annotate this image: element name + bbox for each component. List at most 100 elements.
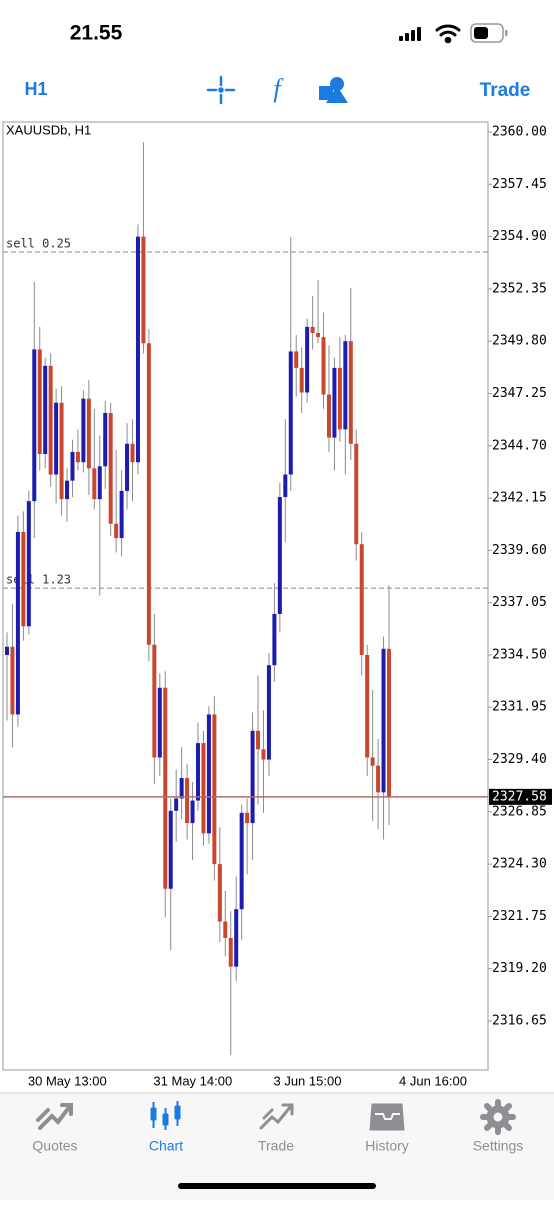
candle-body	[310, 326, 315, 334]
candle-body	[245, 812, 250, 824]
candle-body	[130, 443, 135, 463]
y-tick-label: 2324.30	[492, 857, 547, 872]
candle-body	[266, 665, 271, 760]
tab-labels: Quotes Chart Trade History Settings	[32, 1138, 523, 1154]
y-tick-label: 2352.35	[492, 281, 547, 296]
candle-body	[365, 654, 370, 758]
candle-body	[376, 765, 381, 793]
y-tick-label: 2334.50	[492, 647, 547, 662]
signal-icon	[399, 27, 421, 41]
tab-label[interactable]: Quotes	[32, 1138, 77, 1154]
candle-body	[250, 730, 255, 824]
quotes-icon[interactable]	[36, 1103, 73, 1130]
candle-body	[108, 412, 113, 524]
candle-body	[190, 800, 195, 824]
candle-body	[86, 398, 91, 469]
candle-body	[152, 644, 157, 758]
candle-body	[81, 398, 86, 463]
candle-body	[5, 646, 9, 655]
y-tick-label: 2316.65	[492, 1013, 547, 1028]
candle-body	[321, 337, 326, 395]
candle-body	[305, 326, 310, 393]
candle-body	[163, 687, 168, 889]
y-tick-label: 2342.15	[492, 491, 547, 506]
candle-body	[119, 490, 124, 539]
y-tick-label: 2347.25	[492, 386, 547, 401]
trade-button[interactable]: Trade	[480, 80, 531, 101]
candle-body	[54, 402, 59, 475]
candle-body	[381, 648, 386, 793]
y-tick-label: 2321.75	[492, 909, 547, 924]
y-tick-label: 2319.20	[492, 961, 547, 976]
candle-body	[92, 468, 97, 500]
timeframe-button[interactable]: H1	[24, 79, 47, 99]
settings-icon[interactable]	[480, 1099, 516, 1135]
x-tick-label: 4 Jun 16:00	[399, 1073, 467, 1088]
home-indicator	[178, 1183, 376, 1189]
candle-body	[97, 466, 102, 500]
indicators-button[interactable]: f	[273, 74, 284, 103]
candle-body	[201, 743, 206, 834]
candle-body	[316, 333, 321, 338]
crosshair-button[interactable]	[206, 75, 236, 105]
candle-body	[288, 351, 293, 475]
candle-body	[179, 777, 184, 799]
candle-body	[228, 937, 233, 967]
candle-body	[206, 714, 211, 834]
candle-body	[10, 646, 15, 715]
candle-body	[387, 648, 391, 797]
tab-label[interactable]: Trade	[258, 1138, 294, 1154]
candle-body	[141, 236, 146, 344]
candle-body	[21, 531, 26, 627]
candle-body	[146, 343, 151, 645]
candle-body	[135, 236, 140, 463]
candle-body	[217, 864, 222, 922]
y-tick-label: 2344.70	[492, 438, 547, 453]
y-tick-label: 2339.60	[492, 543, 547, 558]
candle-body	[114, 523, 119, 539]
plot: 2360.00 2357.45 2354.90 2352.35 2349.80 2347.…	[3, 125, 552, 1088]
tab-bar	[0, 1093, 554, 1200]
candle-body	[234, 909, 239, 967]
candle-body	[326, 394, 331, 438]
candle-body	[223, 921, 228, 938]
objects-button[interactable]	[319, 77, 348, 103]
y-tick-label: 2357.45	[492, 177, 547, 192]
candle-body	[65, 480, 70, 500]
candle-body	[354, 443, 359, 545]
candle-body	[294, 351, 299, 368]
candle-body	[103, 412, 108, 467]
candle-body	[348, 341, 353, 444]
status-time: 21.55	[70, 22, 123, 45]
y-tick-label: 2354.90	[492, 229, 547, 244]
last-price-label: 2327.58	[492, 789, 547, 804]
candle-body	[196, 743, 200, 801]
candle-body	[272, 613, 277, 666]
candle-body	[15, 531, 20, 715]
candle-body	[370, 757, 375, 766]
battery-icon	[470, 23, 508, 43]
candle-body	[343, 341, 348, 430]
candle-body	[359, 544, 364, 655]
tab-label[interactable]: History	[365, 1138, 409, 1154]
candle-body	[256, 730, 261, 750]
candle-body	[283, 474, 288, 498]
tab-label[interactable]: Chart	[149, 1138, 183, 1154]
y-tick-label: 2326.85	[492, 804, 547, 819]
level-label: sell 0.25	[6, 237, 71, 251]
candle-body	[48, 365, 53, 475]
trade-icon[interactable]	[259, 1103, 294, 1130]
tab-label[interactable]: Settings	[473, 1138, 524, 1154]
y-tick-label: 2360.00	[492, 125, 547, 140]
chart-icon[interactable]	[150, 1101, 181, 1130]
candle-body	[43, 365, 48, 454]
history-icon[interactable]	[369, 1103, 405, 1131]
candle-body	[59, 402, 64, 500]
candle-body	[299, 367, 304, 393]
y-tick-label: 2337.05	[492, 595, 547, 610]
y-tick-label: 2349.80	[492, 334, 547, 349]
candle-body	[277, 497, 282, 614]
candle-body	[70, 451, 75, 481]
